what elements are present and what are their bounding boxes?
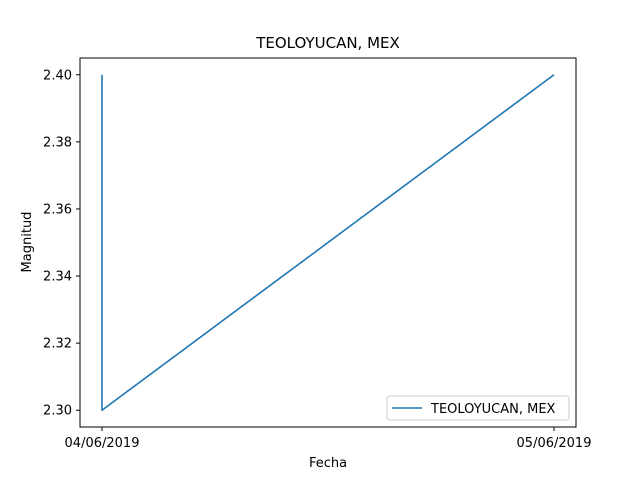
series-line: [101, 74, 555, 412]
y-tick-label: 2.30: [43, 404, 72, 419]
legend-box: [386, 395, 570, 421]
legend: TEOLOYUCAN, MEX: [386, 395, 570, 421]
y-tick-label: 2.40: [43, 68, 72, 83]
legend-label: TEOLOYUCAN, MEX: [430, 402, 556, 417]
x-axis: 04/06/2019 05/06/2019: [65, 427, 592, 451]
chart-title: TEOLOYUCAN, MEX: [255, 34, 400, 52]
x-tick-label: 05/06/2019: [517, 436, 592, 451]
y-tick-label: 2.32: [43, 337, 72, 352]
y-tick-label: 2.36: [43, 202, 72, 217]
y-axis-label: Magnitud: [20, 212, 35, 273]
series-layer: [101, 74, 555, 412]
x-tick-label: 04/06/2019: [65, 436, 140, 451]
x-axis-label: Fecha: [309, 456, 347, 471]
y-tick-label: 2.34: [43, 270, 72, 285]
plot-frame: [79, 57, 577, 428]
y-axis: 2.30 2.32 2.34 2.36 2.38 2.40: [43, 68, 80, 419]
y-tick-label: 2.38: [43, 135, 72, 150]
